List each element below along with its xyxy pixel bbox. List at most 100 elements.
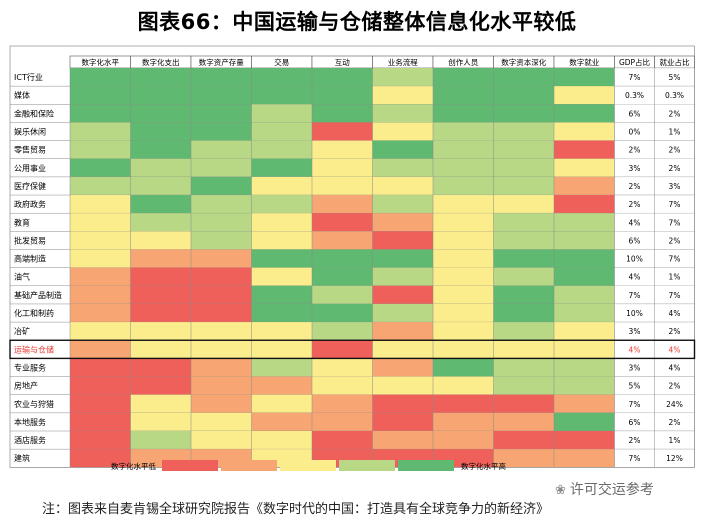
heatmap-cell (554, 158, 615, 178)
heatmap-cell (251, 104, 313, 123)
row-label: 油气 (14, 272, 30, 282)
heatmap-cell (251, 140, 313, 160)
legend-low-label: 数字化水平低 (111, 461, 156, 471)
heatmap-cell (433, 394, 494, 414)
employment-share-value: 2% (669, 146, 681, 155)
heatmap-cell (191, 285, 252, 305)
heatmap-cell (70, 449, 131, 468)
heatmap-cell (130, 122, 192, 141)
heatmap-cell (251, 249, 313, 268)
employment-share-value: 4% (669, 363, 681, 372)
heatmap-cell (312, 285, 373, 305)
heatmap-cell (433, 249, 494, 268)
row-label: 基础产品制造 (14, 290, 62, 300)
gdp-share-value: 10% (626, 309, 643, 318)
heatmap-cell (191, 249, 252, 268)
gdp-share-value: 4% (629, 273, 641, 282)
highlight-row-frame (9, 339, 696, 360)
heatmap-cell (191, 412, 252, 432)
heatmap-cell (493, 412, 555, 432)
row-label: 高端制造 (14, 254, 46, 264)
heatmap-cell (70, 68, 131, 87)
heatmap-cell (433, 322, 494, 341)
employment-share-value: 4% (669, 345, 681, 354)
heatmap-cell (191, 431, 252, 450)
heatmap-cell (312, 412, 373, 432)
heatmap-cell (312, 213, 373, 232)
heatmap-cell (70, 231, 131, 250)
heatmap-cell (433, 195, 494, 214)
heatmap-cell (372, 68, 434, 87)
row-label: 运输与仓储 (14, 344, 54, 354)
heatmap-cell (191, 140, 252, 160)
heatmap-cell (493, 213, 555, 232)
heatmap-cell (251, 394, 313, 414)
heatmap-cell (312, 86, 373, 105)
heatmap-cell (372, 104, 434, 123)
heatmap-cell (312, 376, 373, 395)
heatmap-cell (554, 86, 615, 105)
heatmap-cell (191, 86, 252, 105)
heatmap-cell (130, 140, 192, 160)
heatmap-cell (372, 249, 434, 268)
employment-share-value: 24% (666, 400, 683, 409)
heatmap-cell (70, 140, 131, 160)
heatmap-chart: 数字化水平 数字化支出 数字资产存量 交易 互动 业务流程 创作人员 数字资本深化 数字就业 GD… (9, 45, 696, 471)
heatmap-cell (191, 122, 252, 141)
heatmap-cell (191, 340, 252, 359)
heatmap-cell (70, 303, 131, 323)
heatmap-cell (433, 176, 494, 196)
heatmap-cell (70, 176, 131, 196)
heatmap-cell (554, 249, 615, 268)
column-header: 互动 (335, 57, 350, 67)
heatmap-cell (191, 394, 252, 414)
heatmap-cell (554, 358, 615, 377)
heatmap-cell (251, 122, 313, 141)
heatmap-cell (493, 68, 555, 87)
heatmap-cell (554, 68, 615, 87)
heatmap-cell (312, 140, 373, 160)
row-label: 化工和制药 (14, 308, 54, 318)
heatmap-cell (191, 195, 252, 214)
heatmap-cell (312, 158, 373, 178)
heatmap-cell (251, 86, 313, 105)
heatmap-cell (312, 249, 373, 268)
heatmap-cell (372, 285, 434, 305)
heatmap-cell (433, 431, 494, 450)
heatmap-cell (70, 431, 131, 450)
gdp-share-value: 7% (629, 291, 641, 300)
heatmap-cell (251, 322, 313, 341)
heatmap-cell (130, 158, 192, 178)
heatmap-cell (433, 231, 494, 250)
heatmap-cell (251, 213, 313, 232)
heatmap-cell (191, 176, 252, 196)
heatmap-cell (433, 303, 494, 323)
heatmap-cell (554, 267, 615, 287)
heatmap-cell (433, 86, 494, 105)
column-header: 数字化水平 (82, 57, 120, 67)
heatmap-cell (251, 431, 313, 450)
row-label: 冶矿 (14, 326, 30, 336)
row-label: 政府政务 (14, 199, 46, 209)
gdp-share-value: 6% (629, 109, 641, 118)
employment-share-value: 4% (669, 309, 681, 318)
heatmap-cell (554, 195, 615, 214)
heatmap-cell (312, 122, 373, 141)
heatmap-cell (493, 122, 555, 141)
heatmap-cell (493, 394, 555, 414)
heatmap-cell (130, 267, 192, 287)
employment-share-value: 0.3% (665, 91, 684, 100)
heatmap-cell (70, 358, 131, 377)
heatmap-cell (70, 412, 131, 432)
heatmap-cell (191, 104, 252, 123)
heatmap-cell (372, 340, 434, 359)
heatmap-cell (312, 176, 373, 196)
legend-swatch (280, 460, 336, 471)
column-header: 数字化支出 (142, 57, 180, 67)
heatmap-cell (493, 158, 555, 178)
heatmap-cell (372, 158, 434, 178)
heatmap-cell (312, 104, 373, 123)
heatmap-cell (312, 195, 373, 214)
heatmap-cell (493, 140, 555, 160)
heatmap-cell (372, 303, 434, 323)
